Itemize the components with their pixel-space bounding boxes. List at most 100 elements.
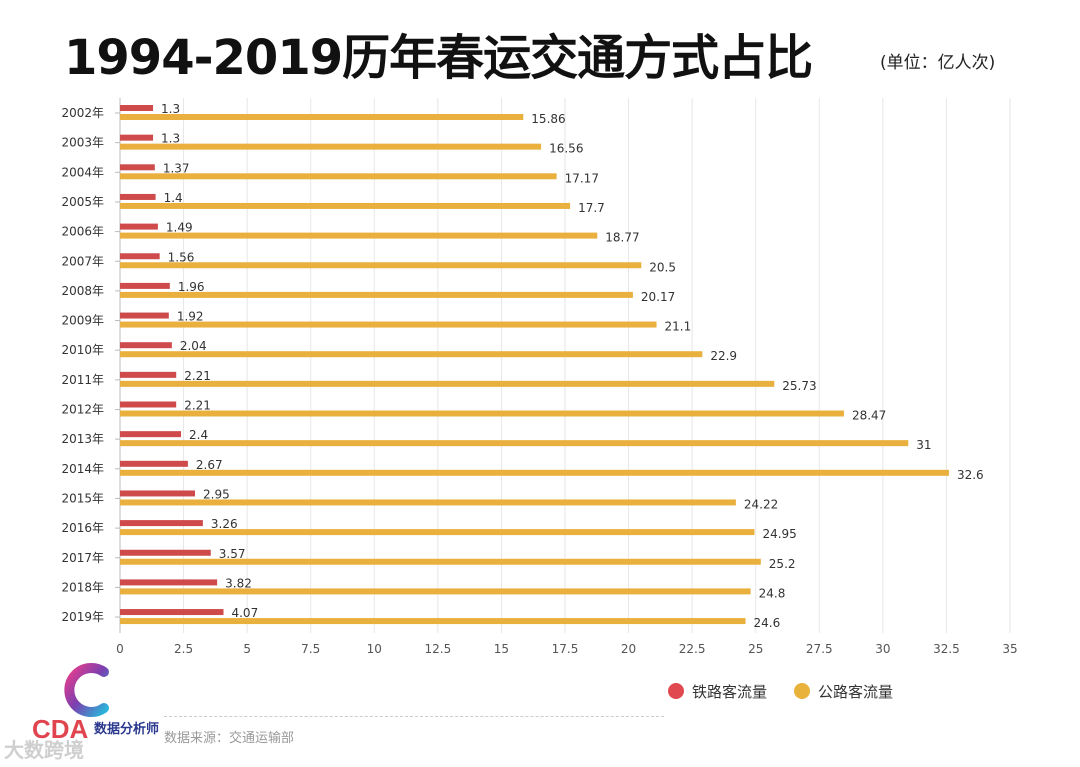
bar-road: [120, 618, 746, 625]
chart-title: 1994-2019历年春运交通方式占比: [64, 30, 813, 86]
bar-rail: [120, 431, 182, 438]
legend-road-swatch: [794, 683, 810, 699]
bar-road-label: 22.9: [710, 349, 737, 363]
x-tick-label: 5: [243, 642, 251, 656]
bar-road: [120, 351, 703, 358]
bar-road: [120, 499, 736, 506]
y-category-label: 2013年: [61, 432, 104, 446]
y-category-label: 2003年: [61, 136, 104, 150]
x-tick-label: 0: [116, 642, 124, 656]
bar-rail-label: 1.37: [163, 161, 190, 175]
x-tick-label: 17.5: [552, 642, 579, 656]
bar-road-label: 25.2: [769, 557, 796, 571]
y-category-label: 2007年: [61, 254, 104, 268]
y-category-label: 2017年: [61, 551, 104, 565]
bar-rail: [120, 193, 156, 200]
x-tick-label: 32.5: [933, 642, 960, 656]
bar-rail-label: 2.67: [196, 458, 223, 472]
x-tick-label: 10: [367, 642, 382, 656]
bar-rail-label: 3.26: [211, 517, 238, 531]
y-category-label: 2008年: [61, 284, 104, 298]
bar-road-label: 16.56: [549, 142, 583, 156]
bar-rail: [120, 134, 154, 141]
watermark: 大数跨境: [4, 738, 84, 762]
bar-rail-label: 2.95: [203, 487, 230, 501]
bar-road: [120, 440, 909, 447]
y-category-label: 2009年: [61, 314, 104, 328]
bar-rail: [120, 282, 170, 289]
x-tick-label: 20: [621, 642, 636, 656]
x-tick-label: 2.5: [174, 642, 193, 656]
x-tick-label: 27.5: [806, 642, 833, 656]
y-category-label: 2011年: [61, 373, 104, 387]
bar-rail-label: 2.4: [189, 428, 208, 442]
y-category-label: 2005年: [61, 195, 104, 209]
svg-text:CDA: CDA: [32, 714, 89, 744]
bar-road-label: 24.22: [744, 497, 778, 511]
bar-rail-label: 1.3: [161, 132, 180, 146]
bar-road-label: 17.7: [578, 201, 605, 215]
bar-rail: [120, 253, 160, 260]
bar-road-label: 20.17: [641, 290, 675, 304]
bar-road-label: 20.5: [649, 260, 676, 274]
bar-rail-label: 1.3: [161, 102, 180, 116]
legend-item-road: 公路客流量: [794, 680, 893, 702]
bar-rail-label: 1.92: [177, 310, 204, 324]
bar-rail-label: 2.21: [184, 369, 211, 383]
x-tick-label: 12.5: [424, 642, 451, 656]
x-tick-label: 25: [748, 642, 763, 656]
bar-road-label: 15.86: [531, 112, 565, 126]
bar-road: [120, 143, 542, 150]
x-tick-label: 30: [875, 642, 890, 656]
bar-road: [120, 291, 633, 298]
unit-label: (单位：亿人次): [880, 53, 996, 73]
y-category-label: 2018年: [61, 580, 104, 594]
legend-road-label: 公路客流量: [818, 682, 894, 701]
x-tick-label: 15: [494, 642, 509, 656]
bar-road: [120, 202, 571, 209]
bar-road-label: 18.77: [605, 231, 639, 245]
bar-rail-label: 2.21: [184, 399, 211, 413]
bar-rail-label: 2.04: [180, 339, 207, 353]
bar-road-label: 32.6: [957, 468, 984, 482]
bar-rail: [120, 401, 177, 408]
bar-road: [120, 469, 949, 476]
bar-road: [120, 114, 524, 120]
y-category-label: 2004年: [61, 165, 104, 179]
bar-rail-label: 1.49: [166, 221, 193, 235]
bar-road-label: 28.47: [852, 409, 886, 423]
bar-road-label: 17.17: [565, 171, 599, 185]
bar-rail: [120, 105, 154, 111]
bar-rail: [120, 164, 155, 171]
bar-road-label: 24.8: [759, 586, 786, 600]
bar-rail: [120, 549, 211, 556]
bar-rail-label: 3.82: [225, 576, 252, 590]
y-category-label: 2016年: [61, 521, 104, 535]
data-source: 数据来源：交通运输部: [164, 731, 295, 746]
bar-rail: [120, 371, 177, 378]
y-category-label: 2012年: [61, 403, 104, 417]
bar-rail-label: 4.07: [231, 606, 258, 620]
cda-logo: CDA: [32, 663, 109, 744]
y-category-label: 2019年: [61, 610, 104, 624]
bar-rail-label: 3.57: [219, 547, 246, 561]
bar-road: [120, 173, 557, 180]
bar-road: [120, 410, 844, 417]
bar-rail-label: 1.56: [168, 250, 195, 264]
bar-road-label: 24.95: [762, 527, 796, 541]
legend-item-rail: 铁路客流量: [668, 680, 767, 702]
legend-rail-swatch: [668, 683, 684, 699]
bar-road: [120, 588, 751, 595]
bar-road: [120, 558, 761, 565]
source-divider: [164, 716, 664, 717]
logo-caption: 数据分析师: [94, 722, 160, 737]
bar-road: [120, 321, 657, 328]
bar-rail: [120, 609, 224, 616]
bar-road-label: 24.6: [754, 616, 781, 630]
bar-road-label: 21.1: [665, 320, 692, 334]
bar-rail: [120, 223, 158, 230]
bar-rail: [120, 520, 203, 527]
x-tick-label: 7.5: [301, 642, 320, 656]
bar-rail: [120, 579, 218, 586]
